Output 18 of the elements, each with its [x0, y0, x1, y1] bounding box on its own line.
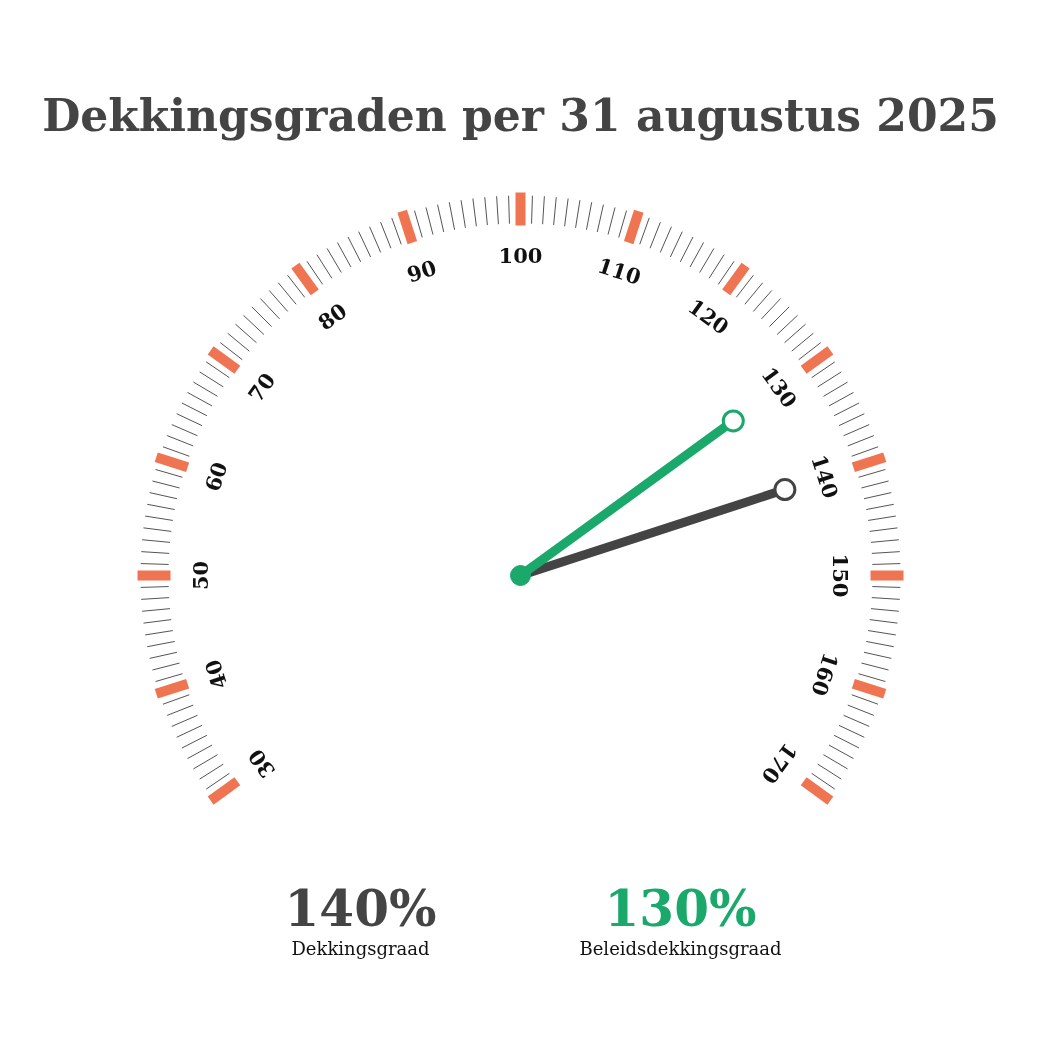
text: 80	[313, 297, 352, 336]
text: Dekkingsgraden per 31 augustus 2025	[42, 90, 999, 141]
text: 150	[828, 553, 853, 598]
text: 140	[806, 451, 844, 502]
category-label: Beleidsdekkingsgraad	[579, 938, 782, 959]
text: 50	[188, 560, 213, 591]
text: 100	[498, 243, 543, 268]
text: 30	[242, 744, 281, 783]
text: 90	[403, 254, 440, 288]
text: 40	[199, 656, 233, 693]
text: 120	[683, 293, 734, 340]
data-label: 130%	[604, 879, 757, 938]
data-label: 140%	[284, 879, 437, 938]
text: 60	[199, 458, 233, 495]
text: 160	[806, 649, 844, 700]
category-label: Dekkingsgraad	[291, 938, 430, 959]
text: 70	[242, 368, 281, 407]
text: 110	[594, 252, 645, 290]
